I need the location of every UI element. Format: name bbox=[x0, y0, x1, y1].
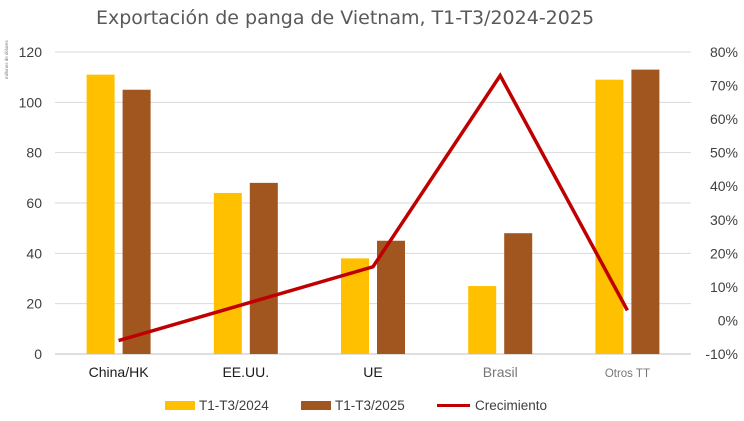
right-tick-label: 10% bbox=[710, 279, 738, 295]
bar-2024-4 bbox=[595, 79, 624, 354]
right-tick-label: 60% bbox=[710, 111, 738, 127]
bar-2025-4 bbox=[631, 69, 660, 354]
right-tick-label: -10% bbox=[705, 346, 738, 362]
left-tick-label: 120 bbox=[19, 44, 43, 60]
right-tick-label: 70% bbox=[710, 78, 738, 94]
category-label: EE.UU. bbox=[222, 364, 269, 380]
gridlines bbox=[55, 51, 691, 355]
left-tick-label: 20 bbox=[26, 296, 42, 312]
legend-label-2024: T1-T3/2024 bbox=[199, 398, 269, 413]
bar-2025-0 bbox=[122, 89, 151, 354]
right-tick-label: 80% bbox=[710, 44, 738, 60]
bar-2024-0 bbox=[86, 74, 115, 355]
left-axis-ticks: 0 20 40 60 80 100 120 bbox=[19, 44, 43, 362]
right-tick-label: 20% bbox=[710, 245, 738, 261]
growth-line bbox=[118, 72, 629, 343]
legend-swatch-2025 bbox=[301, 401, 331, 410]
category-label: UE bbox=[363, 364, 382, 380]
legend: T1-T3/2024 T1-T3/2025 Crecimiento bbox=[165, 398, 547, 413]
bar-2024-3 bbox=[468, 286, 497, 354]
bar-2024-1 bbox=[213, 192, 242, 354]
legend-swatch-2024 bbox=[165, 401, 195, 410]
right-tick-label: 40% bbox=[710, 178, 738, 194]
bar-2025-1 bbox=[249, 182, 278, 354]
left-tick-label: 0 bbox=[34, 346, 42, 362]
bars bbox=[86, 69, 660, 355]
category-label: Otros TT bbox=[605, 368, 650, 380]
category-label: Brasil bbox=[483, 364, 518, 380]
right-tick-label: 50% bbox=[710, 145, 738, 161]
left-tick-label: 40 bbox=[26, 245, 42, 261]
left-tick-label: 100 bbox=[19, 94, 43, 110]
chart-title: Exportación de panga de Vietnam, T1-T3/2… bbox=[96, 7, 594, 29]
right-tick-label: 0% bbox=[718, 312, 738, 328]
right-axis-ticks: -10% 0% 10% 20% 30% 40% 50% 60% 70% 80% bbox=[705, 44, 738, 362]
category-label: China/HK bbox=[89, 364, 150, 380]
bar-2025-2 bbox=[377, 240, 405, 354]
right-tick-label: 30% bbox=[710, 212, 738, 228]
left-tick-label: 80 bbox=[26, 145, 42, 161]
y-axis-label: millones de dólares bbox=[4, 39, 9, 79]
bar-2025-3 bbox=[504, 233, 533, 354]
left-tick-label: 60 bbox=[26, 195, 42, 211]
legend-label-2025: T1-T3/2025 bbox=[335, 398, 405, 413]
legend-label-growth: Crecimiento bbox=[475, 398, 547, 413]
growth-line-path bbox=[118, 72, 629, 343]
category-labels: China/HK EE.UU. UE Brasil Otros TT bbox=[89, 364, 650, 380]
